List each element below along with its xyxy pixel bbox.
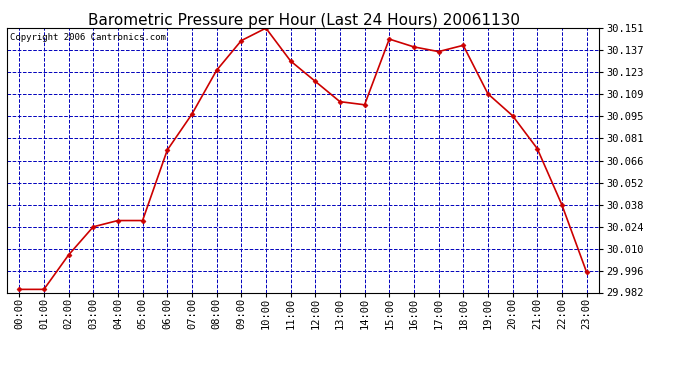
Text: Copyright 2006 Cantronics.com: Copyright 2006 Cantronics.com	[10, 33, 166, 42]
Text: Barometric Pressure per Hour (Last 24 Hours) 20061130: Barometric Pressure per Hour (Last 24 Ho…	[88, 13, 520, 28]
